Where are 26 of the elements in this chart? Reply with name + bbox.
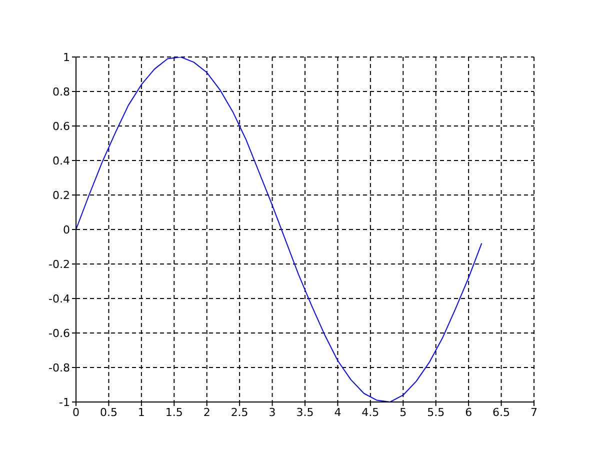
x-tick-label: 4.5 <box>362 406 380 419</box>
y-tick-label: -0.4 <box>48 292 70 306</box>
x-tick-label: 3 <box>268 406 276 419</box>
x-tick-label: 2 <box>203 406 210 419</box>
y-tick-label: 0 <box>63 223 70 236</box>
x-tick-label: 4 <box>334 406 342 419</box>
y-tick-label: 0.6 <box>52 120 70 133</box>
y-tick-label: -0.8 <box>48 361 70 374</box>
y-tick-label: 0.8 <box>52 85 70 98</box>
x-tick-label: 0.5 <box>100 406 118 419</box>
x-tick-label: 1.5 <box>165 406 183 419</box>
y-tick-label: 0.2 <box>52 188 70 202</box>
x-tick-label: 6.5 <box>492 406 510 419</box>
y-tick-label: -0.2 <box>48 258 70 271</box>
x-tick-label: 3.5 <box>296 406 314 419</box>
x-tick-label: 1 <box>138 406 145 419</box>
x-tick-label: 5 <box>400 406 407 419</box>
y-tick-label: -1 <box>59 396 70 409</box>
x-tick-label: 5.5 <box>427 406 445 419</box>
y-tick-label: 1 <box>63 50 70 64</box>
x-tick-label: 7 <box>530 406 538 419</box>
y-tick-label: 0.4 <box>52 154 70 168</box>
x-tick-label: 6 <box>465 406 472 419</box>
x-tick-label: 2.5 <box>230 406 248 419</box>
x-tick-label: 0 <box>72 406 80 419</box>
y-tick-label: -0.6 <box>48 326 70 340</box>
